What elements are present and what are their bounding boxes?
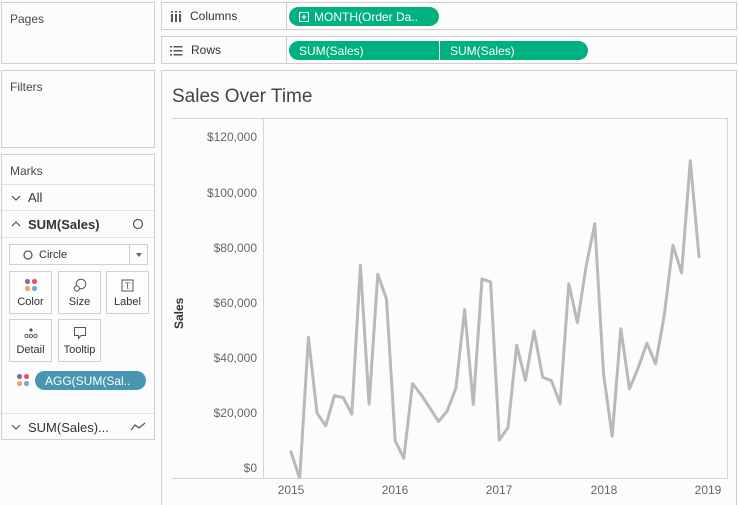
size-icon <box>73 278 86 292</box>
label-button-label: Label <box>114 296 141 308</box>
svg-text:T: T <box>125 281 131 290</box>
circle-mark-icon <box>132 218 144 230</box>
view-area: Sales Over Time Sales $120,000 $100,000 … <box>161 70 737 505</box>
y-tick: $100,000 <box>206 186 257 200</box>
sales-line[interactable] <box>289 159 701 478</box>
rows-pill-sum-sales-2[interactable]: SUM(Sales) <box>440 41 588 60</box>
rows-pill-1-label: SUM(Sales) <box>299 43 364 58</box>
rows-shelf-label: Rows <box>162 37 287 63</box>
chart-title: Sales Over Time <box>172 86 313 107</box>
rows-pill-2-label: SUM(Sales) <box>450 43 515 58</box>
columns-shelf-label: Columns <box>162 3 287 29</box>
marks-active-card-label: SUM(Sales) <box>28 216 100 232</box>
filters-title: Filters <box>10 80 43 94</box>
y-tick: $40,000 <box>213 351 257 365</box>
marks-second-card-row[interactable]: SUM(Sales)... <box>2 413 154 440</box>
chevron-down-icon <box>11 195 21 201</box>
label-button[interactable]: T Label <box>106 271 149 314</box>
marks-all-row[interactable]: All <box>2 184 154 211</box>
color-button[interactable]: Color <box>9 271 52 314</box>
rows-icon <box>170 45 183 55</box>
x-tick: 2015 <box>277 483 305 497</box>
columns-icon <box>171 10 181 22</box>
color-button-label: Color <box>17 296 44 308</box>
color-encoding-pill-label: AGG(SUM(Sal.. <box>45 373 131 388</box>
x-tick: 2018 <box>590 483 618 497</box>
color-encoding-pill[interactable]: AGG(SUM(Sal.. <box>35 371 146 390</box>
size-button[interactable]: Size <box>58 271 101 314</box>
mark-type-dropdown[interactable]: Circle <box>9 244 148 265</box>
pages-shelf[interactable]: Pages <box>1 2 155 64</box>
mark-type-label: Circle <box>39 248 68 261</box>
detail-button[interactable]: Detail <box>9 319 52 362</box>
color-encoding-icon <box>16 373 30 387</box>
pages-title: Pages <box>10 12 45 26</box>
x-axis[interactable]: 2015 2016 2017 2018 2019 <box>264 483 728 503</box>
tooltip-icon <box>73 327 86 340</box>
filters-shelf[interactable]: Filters <box>1 70 155 148</box>
label-icon: T <box>121 279 134 291</box>
sales-line-plot[interactable] <box>264 119 728 478</box>
expand-plus-icon[interactable] <box>299 11 309 22</box>
detail-icon <box>23 328 38 339</box>
tooltip-button-label: Tooltip <box>63 344 96 356</box>
chevron-up-icon <box>11 221 21 227</box>
x-tick: 2016 <box>381 483 409 497</box>
x-tick: 2019 <box>694 483 722 497</box>
y-tick: $0 <box>243 461 257 475</box>
y-tick: $60,000 <box>213 296 257 310</box>
rows-pill-sum-sales-1[interactable]: SUM(Sales) <box>289 41 439 60</box>
tooltip-button[interactable]: Tooltip <box>58 319 101 362</box>
y-tick: $20,000 <box>213 406 257 420</box>
marks-second-card-label: SUM(Sales)... <box>28 419 109 435</box>
y-tick: $120,000 <box>206 130 257 144</box>
rows-shelf[interactable]: Rows SUM(Sales) SUM(Sales) <box>161 36 737 64</box>
columns-label: Columns <box>190 9 238 23</box>
chevron-down-icon <box>11 424 21 430</box>
rows-label: Rows <box>191 43 222 57</box>
columns-pill-month[interactable]: MONTH(Order Da.. <box>289 7 439 26</box>
detail-button-label: Detail <box>16 344 45 356</box>
marks-title: Marks <box>10 164 43 178</box>
x-tick: 2017 <box>485 483 513 497</box>
marks-card: Marks All SUM(Sales) Circle Color Size T… <box>1 154 155 440</box>
marks-all-label: All <box>28 190 43 205</box>
y-tick: $80,000 <box>213 241 257 255</box>
color-dots-icon <box>24 278 37 292</box>
columns-pill-label: MONTH(Order Da.. <box>314 9 419 24</box>
dropdown-arrow-icon <box>135 252 142 257</box>
marks-sum-sales-row[interactable]: SUM(Sales) <box>2 211 154 238</box>
y-axis[interactable]: Sales $120,000 $100,000 $80,000 $60,000 … <box>172 119 264 479</box>
line-mark-icon <box>130 422 146 431</box>
circle-icon <box>23 249 33 260</box>
size-button-label: Size <box>68 296 91 308</box>
columns-shelf[interactable]: Columns MONTH(Order Da.. <box>161 2 737 30</box>
